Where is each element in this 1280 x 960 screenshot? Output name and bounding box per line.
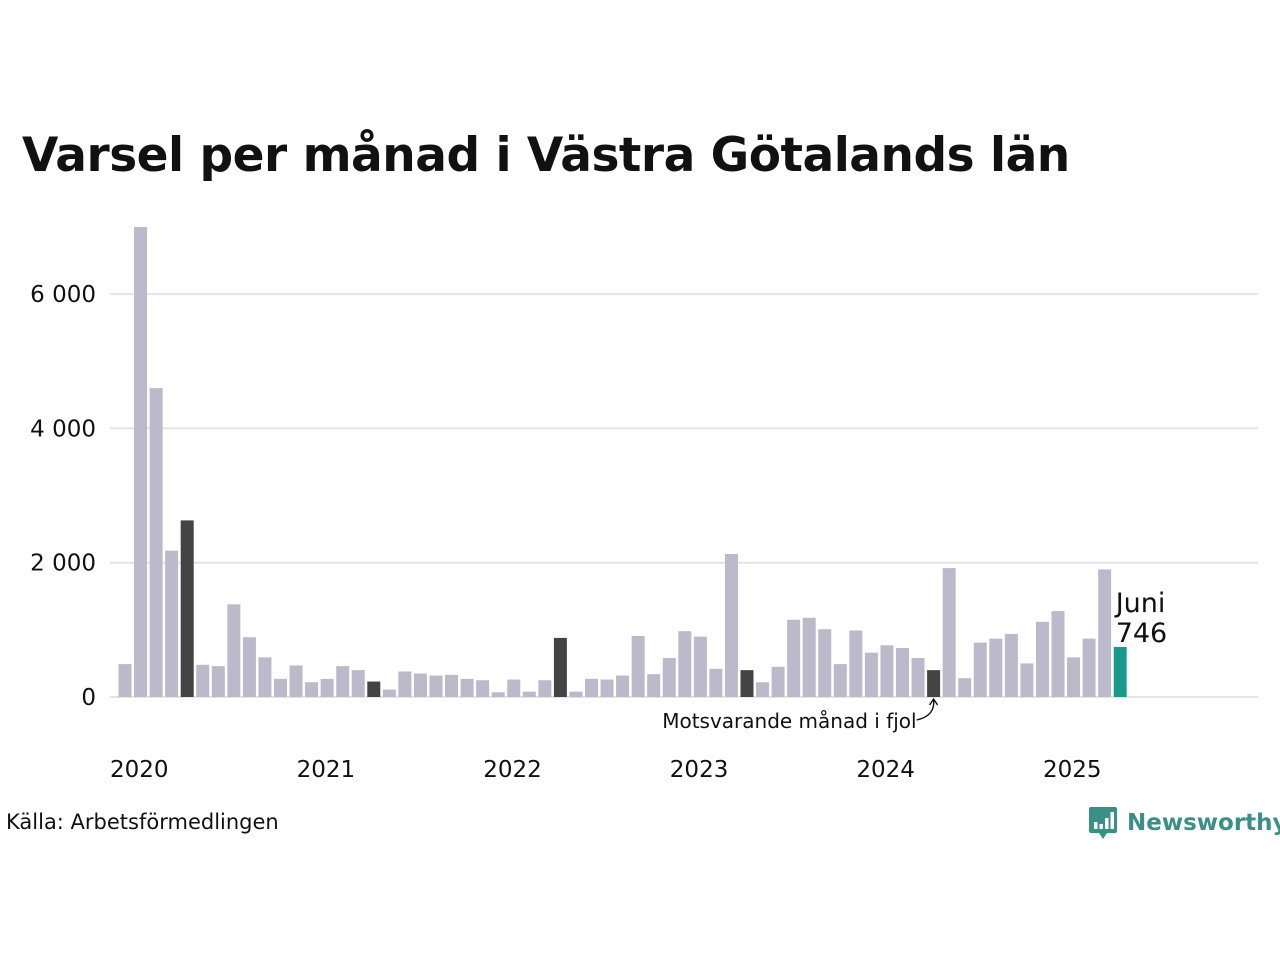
annotation-arrow [916,698,935,721]
bar [647,674,661,697]
bar [351,670,365,697]
bar [336,666,350,697]
bar [1098,569,1112,697]
current-callout: Juni 746 [1114,588,1168,649]
bar [911,658,925,697]
bar [678,631,692,697]
bar [631,635,645,697]
bar [522,691,536,697]
bar [787,619,801,697]
annotation-arrow-head [929,697,939,706]
bar [849,630,863,697]
bar [553,637,567,697]
bar [507,679,521,697]
x-axis-tick-labels: 2020 2021 2022 2023 2024 2025 [110,757,1102,783]
bar [367,681,381,697]
bar [1035,621,1049,697]
bar [1020,663,1034,697]
bar [274,678,287,697]
bar [242,637,256,697]
bar [258,657,272,697]
chart-title: Varsel per månad i Västra Götalands län [22,128,1070,183]
bar [818,629,832,697]
bars [118,227,1127,697]
bar [227,604,241,697]
bar [118,664,132,697]
bar [491,692,505,697]
bar-chart-speech-bubble-icon [1089,807,1117,839]
bar [382,689,396,697]
x-tick-label: 2025 [1043,757,1102,783]
brand-name: Newsworthy [1127,810,1280,836]
bar [756,682,770,697]
bar [973,642,987,697]
bar [413,673,427,697]
bar [896,647,909,697]
x-tick-label: 2024 [856,757,915,783]
bar [880,645,894,697]
bar [927,670,941,697]
x-tick-label: 2022 [483,757,542,783]
bar [196,664,210,697]
bar [864,652,878,697]
bar [134,227,148,697]
bar [445,674,459,697]
bar [1067,657,1081,697]
bar [662,658,676,697]
same-month-annotation: Motsvarande månad i fjol [662,709,916,733]
callout-month-label: Juni [1114,588,1166,619]
y-axis-tick-labels: 0 2 000 4 000 6 000 [30,282,96,711]
bar [398,671,412,697]
callout-value-label: 746 [1116,618,1168,649]
bar [538,680,552,697]
bar [616,675,630,697]
y-tick-label: 6 000 [30,282,96,308]
bar [600,679,614,697]
y-tick-label: 4 000 [30,416,96,442]
x-tick-label: 2021 [297,757,356,783]
bar [958,678,972,697]
bar [569,691,583,697]
bar [1004,633,1018,697]
y-tick-label: 2 000 [30,551,96,577]
bar [693,636,707,697]
bar [460,678,474,697]
bar [1051,611,1065,697]
bar [942,568,956,697]
bar [989,638,1003,697]
bar [802,617,816,697]
bar [476,680,490,697]
bar [149,388,163,697]
source-note: Källa: Arbetsförmedlingen [6,810,279,834]
bar [165,550,179,697]
bar [429,675,443,697]
bar [709,668,723,697]
newsworthy-logo: Newsworthy [1088,803,1280,843]
bar [771,666,785,697]
x-tick-label: 2020 [110,757,169,783]
bar [180,520,194,697]
bar-current [1113,646,1127,697]
bar [833,664,847,697]
bar [585,678,598,697]
bar [289,665,303,697]
x-tick-label: 2023 [670,757,729,783]
bar [1082,638,1096,697]
bar [740,670,754,697]
bar [320,678,334,697]
bar [211,666,225,697]
annotation-group: Motsvarande månad i fjol [662,697,939,733]
y-tick-label: 0 [81,685,96,711]
bar [305,682,319,697]
bar [724,553,738,697]
